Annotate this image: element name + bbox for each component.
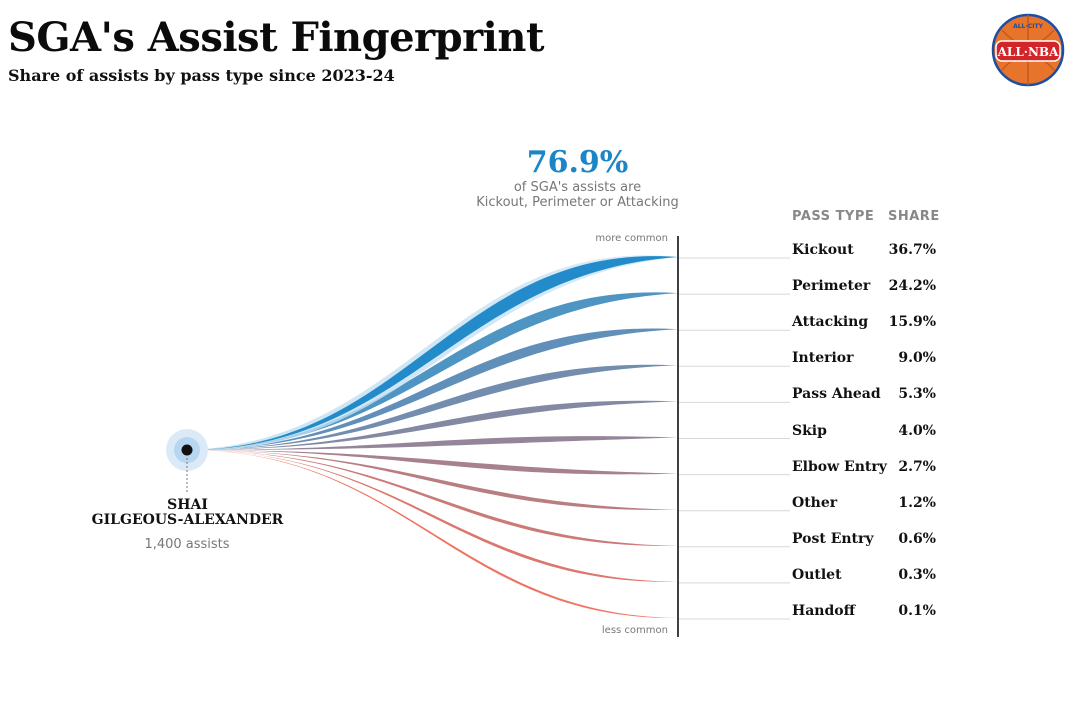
pass-type-label: Outlet — [792, 566, 842, 583]
player-first-name: SHAI — [167, 497, 208, 513]
callout-value: 76.9% — [526, 145, 629, 180]
pass-type-share: 5.3% — [898, 386, 936, 403]
pass-type-label: Perimeter — [792, 278, 871, 295]
flow-interior — [187, 364, 678, 450]
flow-skip — [187, 436, 678, 450]
player-last-name: GILGEOUS-ALEXANDER — [91, 512, 284, 528]
pass-type-label: Skip — [792, 422, 827, 439]
pass-type-share: 36.7% — [888, 242, 936, 258]
pass-type-label: Elbow Entry — [792, 458, 887, 475]
page-title: SGA's Assist Fingerprint — [8, 14, 544, 61]
column-header-pass-type: PASS TYPE — [792, 209, 875, 224]
player-name: SHAI GILGEOUS-ALEXANDER — [70, 498, 305, 528]
flow-perimeter — [187, 292, 678, 450]
callout-text: of SGA's assists are Kickout, Perimeter … — [440, 180, 715, 210]
pass-type-share: 15.9% — [888, 314, 936, 331]
pass-type-share: 1.2% — [898, 494, 936, 511]
pass-type-label: Post Entry — [792, 530, 874, 547]
pass-type-label: Kickout — [792, 242, 854, 258]
pass-type-share: 24.2% — [888, 278, 936, 295]
column-header-share: SHARE — [888, 209, 940, 224]
flow-outlet — [187, 450, 678, 582]
origin-dot — [181, 444, 193, 456]
callout-line-1: of SGA's assists are — [513, 180, 642, 195]
flow-attacking — [187, 328, 678, 450]
flow-kickout — [187, 256, 678, 450]
all-nba-logo: ALL-CITY ALL·NBA — [991, 13, 1065, 87]
pass-type-label: Handoff — [792, 603, 856, 619]
pass-type-share: 0.1% — [898, 603, 936, 619]
axis-note-bottom: less common — [601, 625, 668, 636]
flow-handoff — [187, 450, 678, 619]
pass-type-share: 9.0% — [898, 350, 936, 367]
flow-pass-ahead — [187, 400, 678, 450]
callout-line-2: Kickout, Perimeter or Attacking — [476, 195, 679, 210]
svg-text:ALL·NBA: ALL·NBA — [997, 45, 1059, 59]
svg-text:ALL-CITY: ALL-CITY — [1013, 23, 1044, 30]
flow-other — [187, 450, 678, 510]
pass-type-share: 0.6% — [898, 530, 936, 547]
axis-note-top: more common — [595, 233, 668, 244]
pass-type-share: 4.0% — [898, 422, 936, 439]
pass-type-label: Other — [792, 494, 838, 511]
flow-elbow-entry — [187, 450, 678, 475]
page-subtitle: Share of assists by pass type since 2023… — [8, 66, 395, 85]
pass-type-label: Attacking — [792, 314, 869, 331]
pass-type-share: 2.7% — [898, 458, 936, 475]
pass-type-share: 0.3% — [898, 566, 936, 583]
pass-type-label: Pass Ahead — [792, 386, 881, 403]
player-assist-count: 1,400 assists — [144, 537, 230, 552]
pass-type-label: Interior — [792, 350, 854, 367]
flow-post-entry — [187, 450, 678, 546]
